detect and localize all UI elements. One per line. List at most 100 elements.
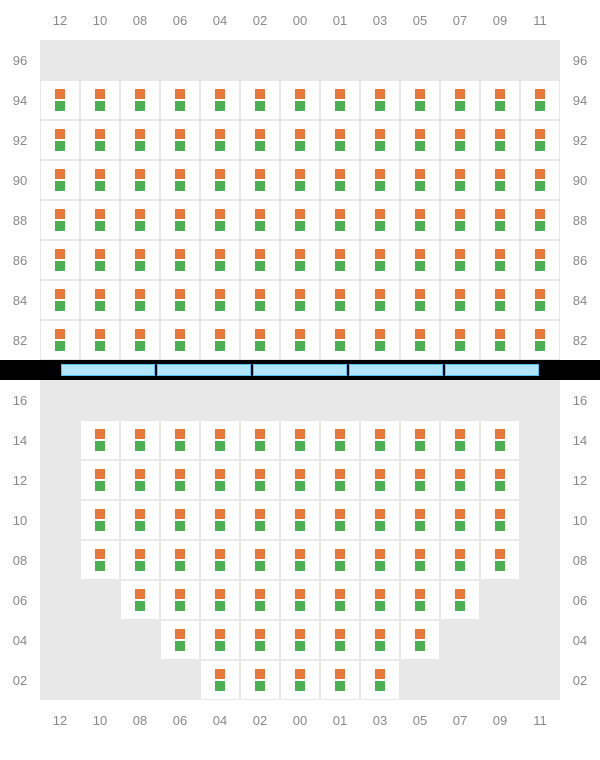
indicator-bottom [215,641,225,651]
slot-active [440,160,480,200]
slot-active [480,320,520,360]
slot-empty [400,660,440,700]
slot-empty [80,40,120,80]
slot-active [80,420,120,460]
indicator-bottom [415,441,425,451]
slot-active [160,200,200,240]
slot-empty [120,380,160,420]
indicator-bottom [175,641,185,651]
indicator-bottom [175,221,185,231]
slot-active [280,420,320,460]
slot-active [280,660,320,700]
slot-active [360,420,400,460]
row-label: 02 [0,660,40,700]
slot-active [240,80,280,120]
slot-active [520,120,560,160]
row-label: 10 [0,500,40,540]
indicator-bottom [135,561,145,571]
indicator-top [415,249,425,259]
row-label: 06 [560,580,600,620]
indicator-top [495,169,505,179]
indicator-top [415,549,425,559]
indicator-top [415,629,425,639]
col-label: 11 [520,13,560,28]
indicator-bottom [375,181,385,191]
slot-empty [520,380,560,420]
indicator-bottom [335,181,345,191]
slot-active [160,580,200,620]
indicator-top [495,249,505,259]
indicator-bottom [375,301,385,311]
slot-active [200,240,240,280]
indicator-top [95,509,105,519]
slot-active [360,240,400,280]
indicator-bottom [415,601,425,611]
slot-active [320,660,360,700]
bottom-section: 1614121008060402 1614121008060402 [0,380,600,700]
slot-active [40,120,80,160]
indicator-bottom [415,141,425,151]
row-label: 88 [0,200,40,240]
indicator-bottom [215,221,225,231]
indicator-top [215,129,225,139]
indicator-bottom [295,441,305,451]
indicator-bottom [295,261,305,271]
indicator-top [415,209,425,219]
slot-active [40,200,80,240]
indicator-top [375,629,385,639]
indicator-bottom [335,101,345,111]
indicator-bottom [455,521,465,531]
indicator-bottom [215,101,225,111]
indicator-bottom [255,221,265,231]
indicator-bottom [95,181,105,191]
indicator-bottom [535,221,545,231]
indicator-top [215,89,225,99]
indicator-top [375,289,385,299]
slot-active [200,620,240,660]
indicator-bottom [335,521,345,531]
indicator-top [95,249,105,259]
col-label: 06 [160,13,200,28]
indicator-bottom [415,341,425,351]
indicator-top [215,549,225,559]
indicator-bottom [495,521,505,531]
row-label: 16 [0,380,40,420]
slot-active [160,500,200,540]
indicator-top [175,249,185,259]
indicator-bottom [455,561,465,571]
slot-empty [360,40,400,80]
indicator-bottom [535,341,545,351]
row-label: 14 [560,420,600,460]
slot-active [400,120,440,160]
slot-empty [40,540,80,580]
indicator-top [255,429,265,439]
indicator-top [295,169,305,179]
row-label: 90 [0,160,40,200]
indicator-bottom [95,441,105,451]
indicator-top [495,509,505,519]
slot-empty [520,580,560,620]
indicator-bottom [455,221,465,231]
col-label: 04 [200,13,240,28]
slot-empty [240,380,280,420]
slot-active [160,460,200,500]
indicator-top [455,249,465,259]
indicator-bottom [335,221,345,231]
slot-active [360,580,400,620]
indicator-bottom [255,441,265,451]
indicator-top [415,129,425,139]
indicator-top [375,589,385,599]
slot-empty [520,40,560,80]
indicator-top [175,329,185,339]
indicator-bottom [295,221,305,231]
slot-active [240,160,280,200]
indicator-bottom [95,261,105,271]
slot-empty [40,380,80,420]
indicator-top [255,169,265,179]
indicator-top [295,209,305,219]
indicator-top [95,169,105,179]
slot-active [480,540,520,580]
slot-active [520,240,560,280]
slot-active [160,320,200,360]
divider-segment [61,364,155,376]
